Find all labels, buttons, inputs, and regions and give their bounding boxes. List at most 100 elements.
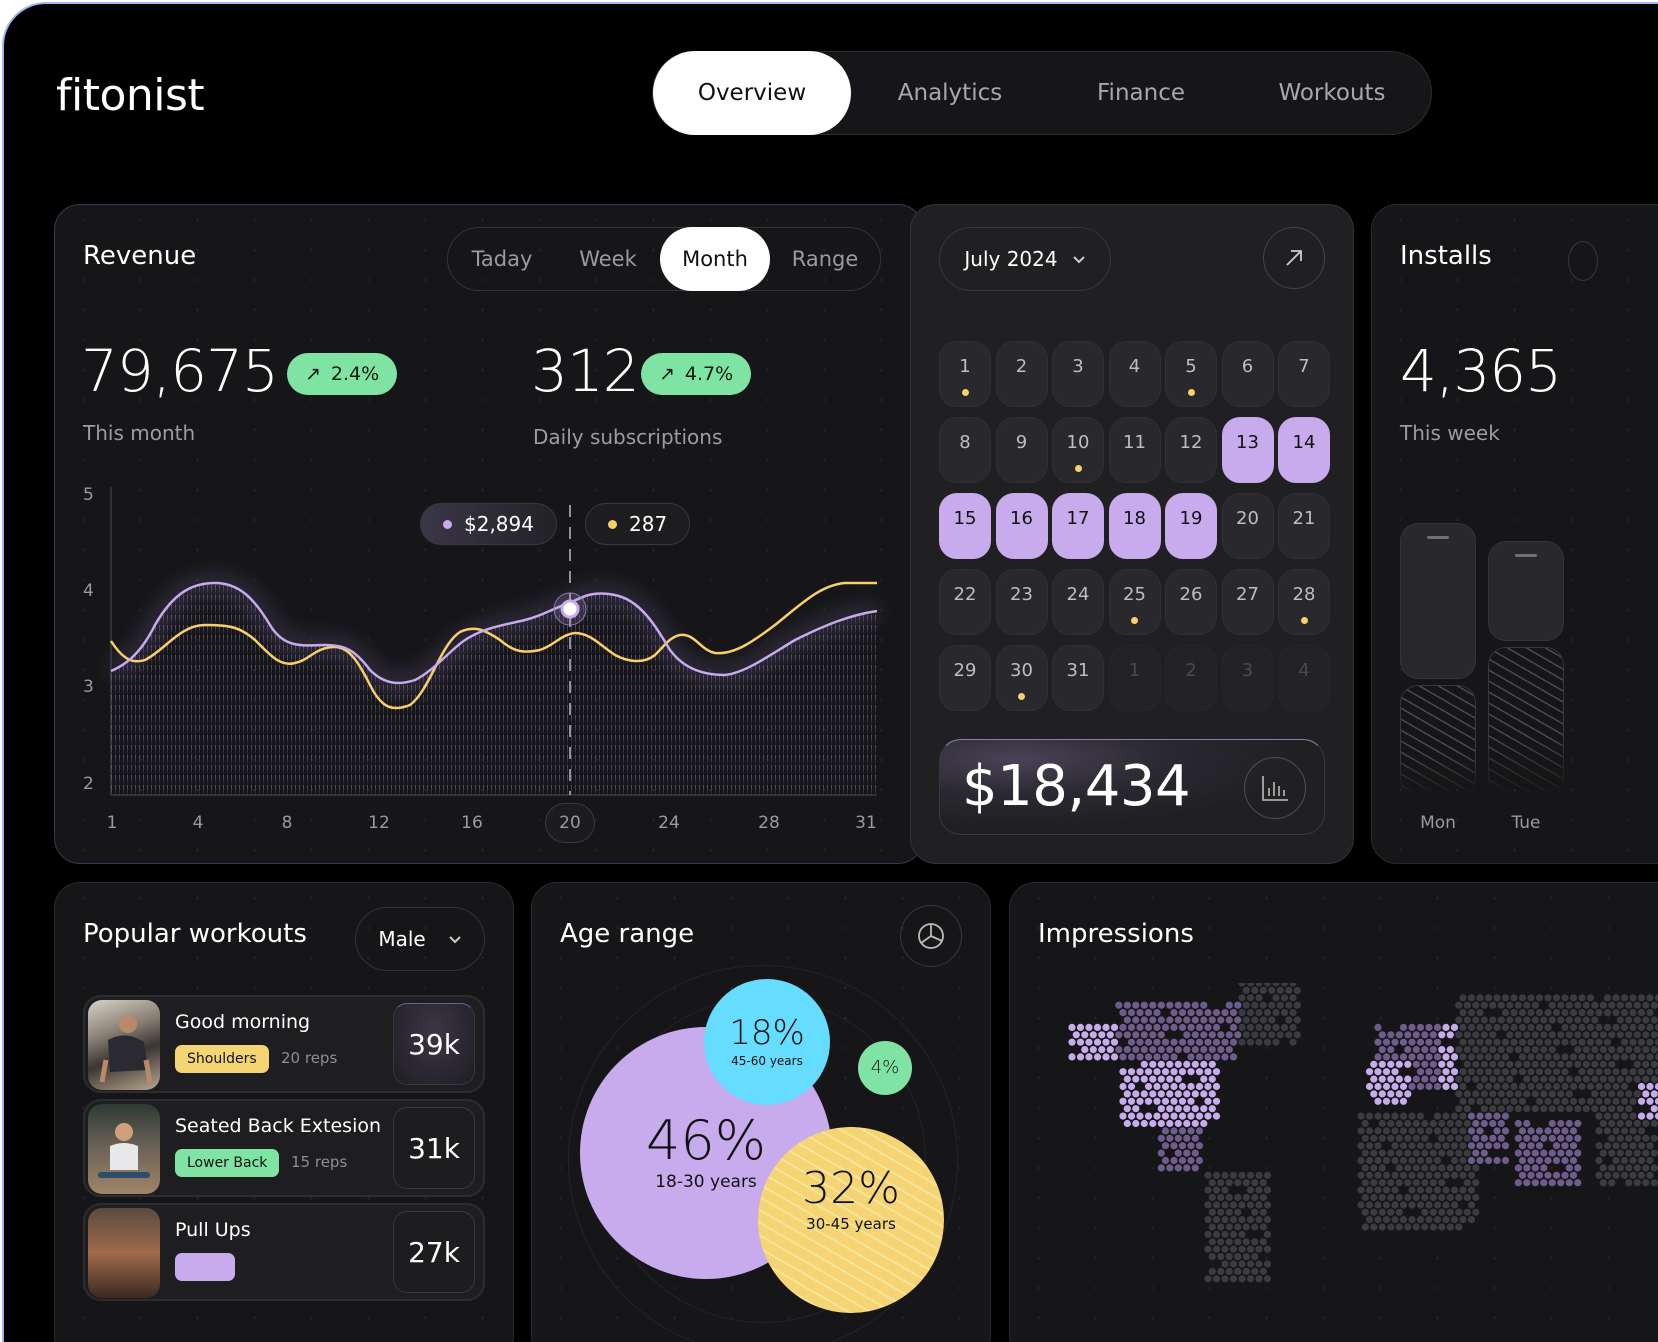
calendar-day[interactable]: 27 <box>1221 569 1274 635</box>
period-week[interactable]: Week <box>579 247 637 271</box>
calendar-card: July 2024 1 2 3 4 5 6 7 8 9 10 11 12 13 14 15 16 17 18 19 2… <box>910 204 1354 864</box>
tab-finance[interactable]: Finance <box>1097 80 1185 106</box>
x-tick: 1 <box>106 813 118 833</box>
x-tick: 24 <box>658 813 680 833</box>
calendar-day[interactable]: 18 <box>1108 493 1161 559</box>
x-tick: 12 <box>368 813 390 833</box>
calendar-day[interactable]: 4 <box>1278 645 1330 711</box>
calendar-day[interactable]: 22 <box>939 569 991 635</box>
calendar-day[interactable]: 7 <box>1278 341 1330 407</box>
workout-count: 27k <box>393 1211 475 1293</box>
calendar-day[interactable]: 17 <box>1052 493 1104 559</box>
workout-count: 39k <box>393 1003 475 1085</box>
calendar-day[interactable]: 1 <box>939 341 991 407</box>
age-range-card: Age range 46% 18-30 years 18% 45-60 year… <box>531 882 991 1342</box>
calendar-day[interactable]: 8 <box>939 417 991 483</box>
calendar-day[interactable]: 9 <box>995 417 1048 483</box>
calendar-day[interactable]: 29 <box>939 645 991 711</box>
expand-button[interactable] <box>1263 227 1325 289</box>
calendar-day[interactable]: 3 <box>1052 341 1104 407</box>
day-label: Mon <box>1420 813 1456 833</box>
calendar-day[interactable]: 10 <box>1052 417 1104 483</box>
revenue-value: 79,675 <box>81 337 279 405</box>
event-dot-icon <box>1018 693 1025 700</box>
workout-name: Pull Ups <box>175 1219 251 1241</box>
calendar-day[interactable]: 16 <box>995 493 1048 559</box>
day-label: Tue <box>1511 813 1541 833</box>
installs-menu-button[interactable] <box>1568 241 1598 281</box>
world-dot-map[interactable] <box>1038 983 1658 1283</box>
calendar-day[interactable]: 19 <box>1165 493 1217 559</box>
calendar-day[interactable]: 2 <box>1165 645 1217 711</box>
calendar-day[interactable]: 11 <box>1108 417 1161 483</box>
installs-value: 4,365 <box>1400 337 1562 405</box>
tab-overview[interactable]: Overview <box>653 51 851 135</box>
y-tick: 4 <box>83 581 94 601</box>
revenue-line-chart[interactable] <box>55 475 925 815</box>
revenue-label: This month <box>83 421 196 445</box>
age-bubble-30-45[interactable]: 32% 30-45 years <box>758 1127 944 1313</box>
calendar-day[interactable]: 4 <box>1108 341 1161 407</box>
workout-reps: 15 reps <box>291 1153 348 1171</box>
calendar-day[interactable]: 31 <box>1052 645 1104 711</box>
period-today[interactable]: Taday <box>471 247 533 271</box>
calendar-day[interactable]: 15 <box>939 493 991 559</box>
x-tick: 16 <box>461 813 483 833</box>
tooltip-subscriptions: 287 <box>585 503 691 545</box>
event-dot-icon <box>1074 465 1082 472</box>
x-tick: 4 <box>192 813 204 833</box>
subscriptions-dot-icon <box>608 519 617 529</box>
arrow-up-right-icon: ↗ <box>659 363 675 385</box>
installs-title: Installs <box>1400 241 1492 271</box>
revenue-card: Revenue Taday Week Month Range 79,675 ↗ … <box>54 204 924 864</box>
calendar-day[interactable]: 3 <box>1221 645 1274 711</box>
workout-reps: 20 reps <box>281 1049 338 1067</box>
calendar-day[interactable]: 28 <box>1278 569 1330 635</box>
y-tick: 5 <box>83 485 94 505</box>
workout-tag: Lower Back <box>175 1149 280 1177</box>
workout-row[interactable]: Good morning Shoulders 20 reps 39k <box>83 995 485 1093</box>
period-range[interactable]: Range <box>791 247 859 271</box>
installs-bar-tue[interactable] <box>1488 541 1564 641</box>
tab-workouts[interactable]: Workouts <box>1278 80 1386 106</box>
calendar-day[interactable]: 12 <box>1165 417 1217 483</box>
calendar-day[interactable]: 20 <box>1221 493 1274 559</box>
gender-dropdown[interactable]: Male <box>355 907 485 971</box>
calendar-day[interactable]: 1 <box>1108 645 1161 711</box>
bar-chart-button[interactable] <box>1244 757 1306 819</box>
workout-photo <box>88 1104 160 1194</box>
calendar-day[interactable]: 30 <box>995 645 1048 711</box>
workout-tag <box>175 1253 235 1281</box>
workout-row[interactable]: Pull Ups 27k <box>83 1203 485 1301</box>
calendar-day[interactable]: 2 <box>995 341 1048 407</box>
subscriptions-value: 312 <box>531 337 640 405</box>
calendar-day[interactable]: 5 <box>1165 341 1217 407</box>
age-bubble-other[interactable]: 4% <box>858 1041 912 1095</box>
period-month[interactable]: Month <box>660 227 770 291</box>
x-tick: 31 <box>855 813 877 833</box>
month-dropdown[interactable]: July 2024 <box>939 227 1111 291</box>
workout-name: Seated Back Extesion <box>175 1115 382 1137</box>
tooltip-revenue: $2,894 <box>420 503 557 545</box>
calendar-day[interactable]: 13 <box>1221 417 1274 483</box>
calendar-day[interactable]: 23 <box>995 569 1048 635</box>
total-value: $18,434 <box>962 754 1191 819</box>
calendar-day[interactable]: 24 <box>1052 569 1104 635</box>
workout-photo <box>88 1000 160 1090</box>
pie-chart-icon <box>918 923 944 949</box>
tab-analytics[interactable]: Analytics <box>897 80 1003 106</box>
x-tick-selected[interactable]: 20 <box>545 803 595 843</box>
pie-chart-button[interactable] <box>900 905 962 967</box>
calendar-day[interactable]: 14 <box>1278 417 1330 483</box>
main-nav: Overview Analytics Finance Workouts <box>652 51 1432 135</box>
calendar-day[interactable]: 26 <box>1165 569 1217 635</box>
calendar-day[interactable]: 6 <box>1221 341 1274 407</box>
age-bubble-45-60[interactable]: 18% 45-60 years <box>704 979 830 1105</box>
calendar-day[interactable]: 25 <box>1108 569 1161 635</box>
calendar-day[interactable]: 21 <box>1278 493 1330 559</box>
installs-bar-mon[interactable] <box>1400 523 1476 679</box>
workout-row[interactable]: Seated Back Extesion Lower Back 15 reps … <box>83 1099 485 1197</box>
event-dot-icon <box>1131 617 1138 624</box>
x-tick: 28 <box>758 813 780 833</box>
